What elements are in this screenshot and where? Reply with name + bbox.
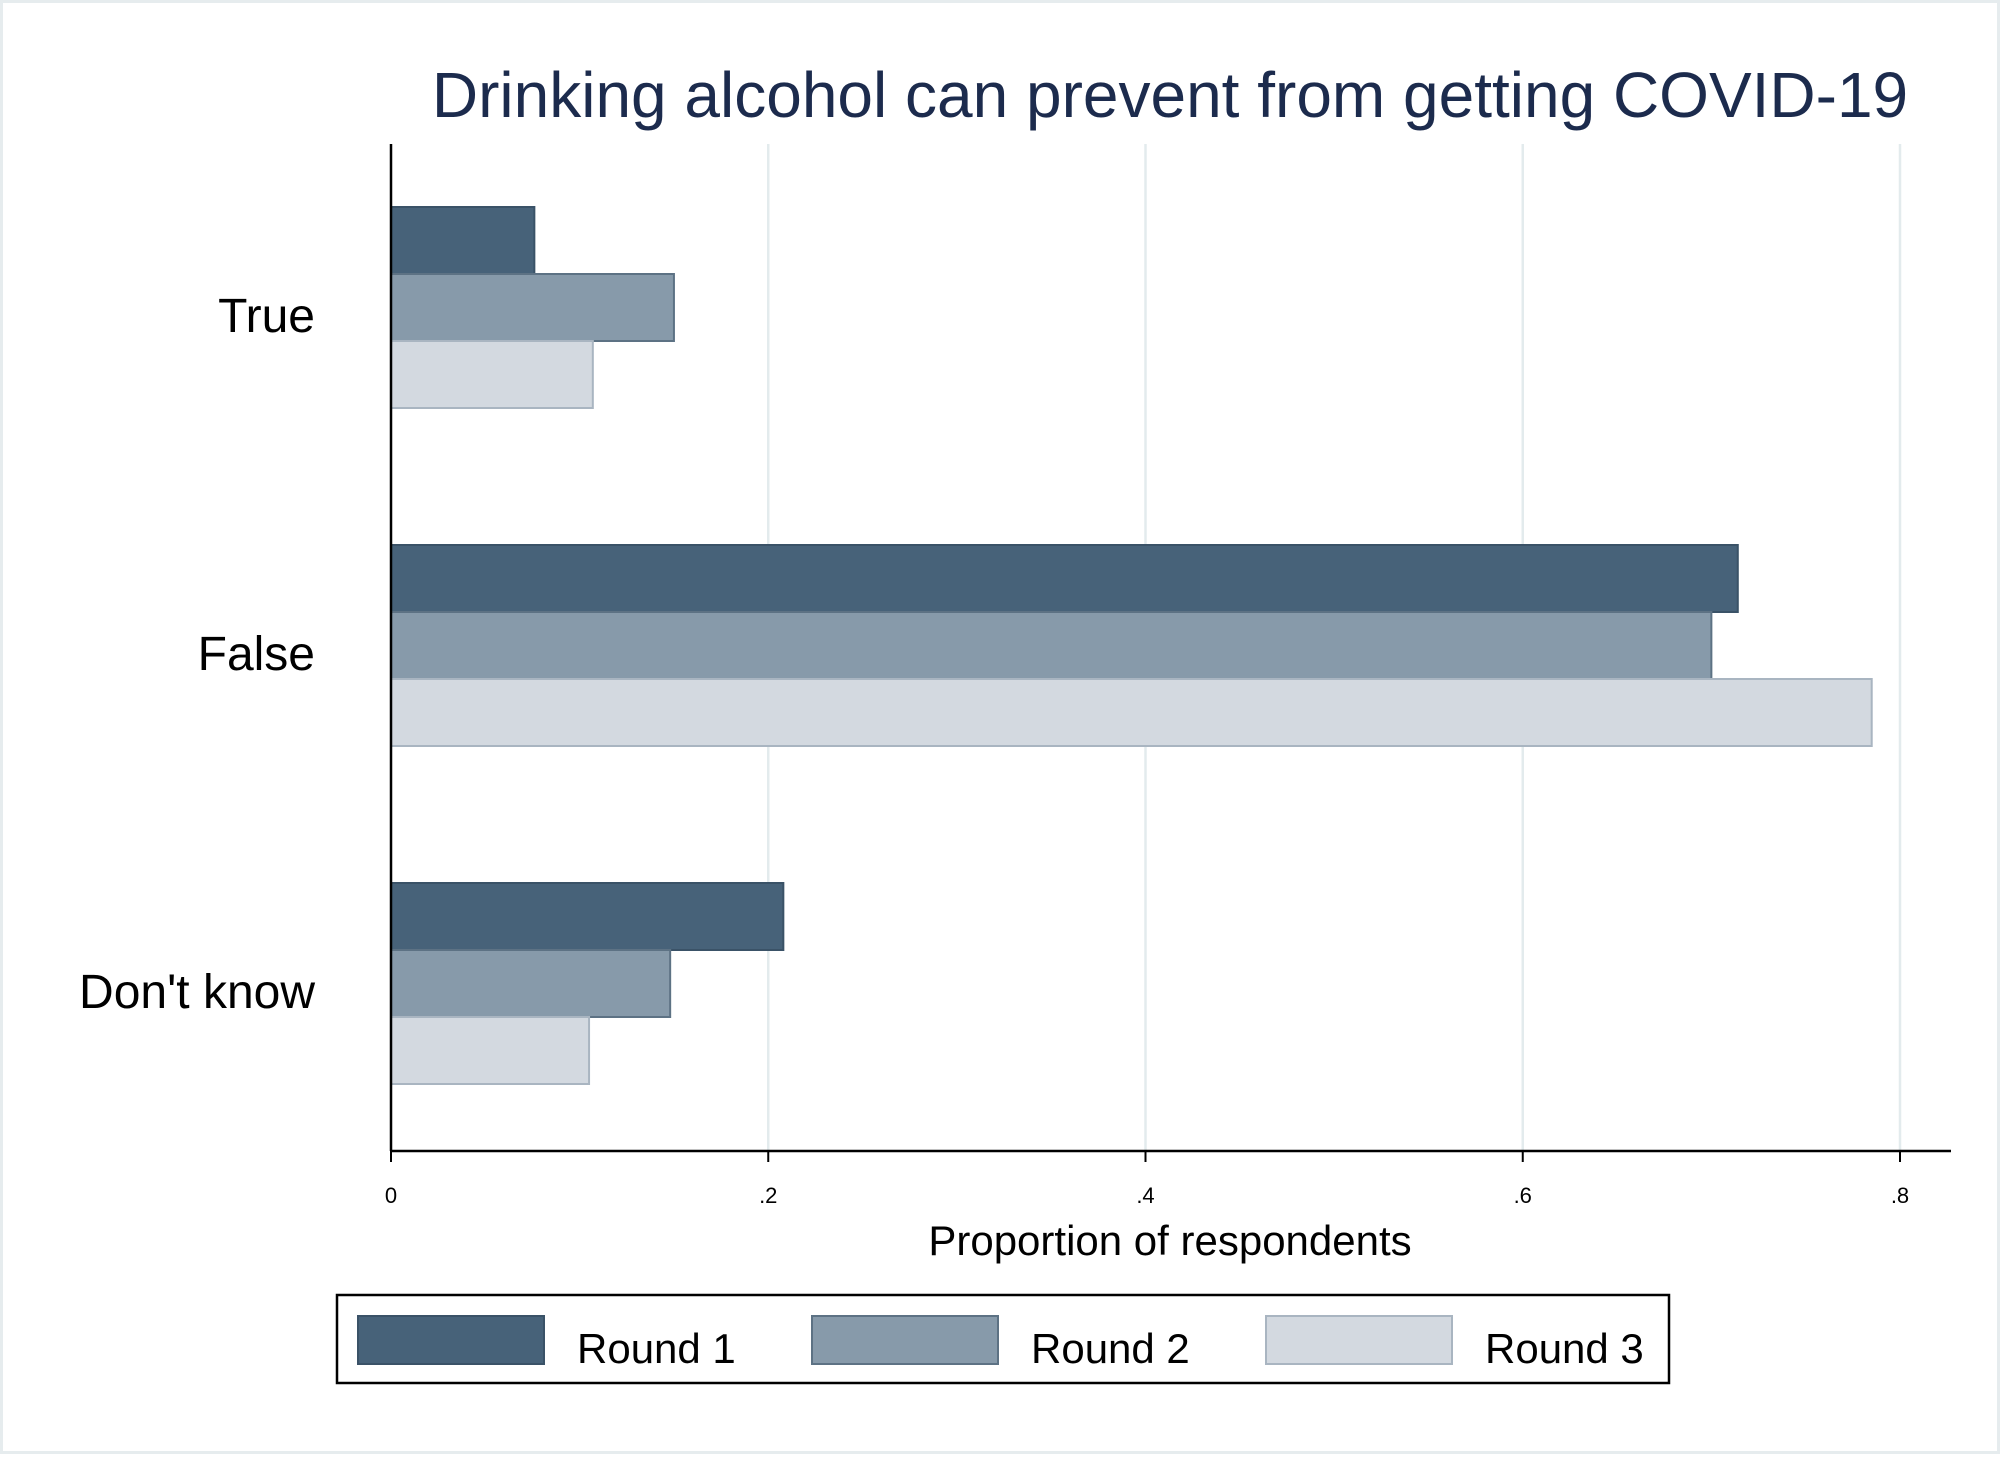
bar-don-t-know-round-2 — [390, 949, 672, 1018]
legend-swatch-round-2 — [811, 1315, 999, 1365]
legend: Round 1 Round 2 Round 3 — [335, 1293, 1671, 1385]
bar-don-t-know-round-3 — [390, 1016, 591, 1085]
category-label: False — [198, 628, 315, 681]
bar-don-t-know-round-1 — [390, 882, 785, 951]
legend-label: Round 1 — [577, 1325, 736, 1372]
bar-false-round-1 — [390, 544, 1739, 613]
bar-true-round-3 — [390, 340, 594, 409]
x-tick-label: .2 — [759, 1183, 777, 1208]
bar-true-round-2 — [390, 273, 675, 342]
legend-swatch-round-1 — [357, 1315, 545, 1365]
bar-false-round-2 — [390, 611, 1713, 680]
category-label: True — [218, 290, 315, 343]
x-tick-label: 0 — [385, 1183, 397, 1208]
category-labels: True False Don't know — [79, 290, 315, 1019]
chart-title: Drinking alcohol can prevent from gettin… — [432, 59, 1908, 131]
legend-label: Round 2 — [1031, 1325, 1190, 1372]
axes — [389, 144, 1951, 1153]
x-axis-title: Proportion of respondents — [928, 1217, 1411, 1264]
bar-true-round-1 — [390, 206, 536, 275]
legend-label: Round 3 — [1485, 1325, 1644, 1372]
x-tick-label: .4 — [1136, 1183, 1154, 1208]
x-tick-label: .6 — [1514, 1183, 1532, 1208]
bars — [390, 206, 1873, 1085]
bar-false-round-3 — [390, 678, 1873, 747]
category-label: Don't know — [79, 966, 315, 1019]
legend-swatch-round-3 — [1265, 1315, 1453, 1365]
bar-chart: Drinking alcohol can prevent from gettin… — [79, 59, 1951, 1385]
x-ticks: 0 .2 .4 .6 .8 — [385, 1151, 1909, 1208]
x-tick-label: .8 — [1891, 1183, 1909, 1208]
